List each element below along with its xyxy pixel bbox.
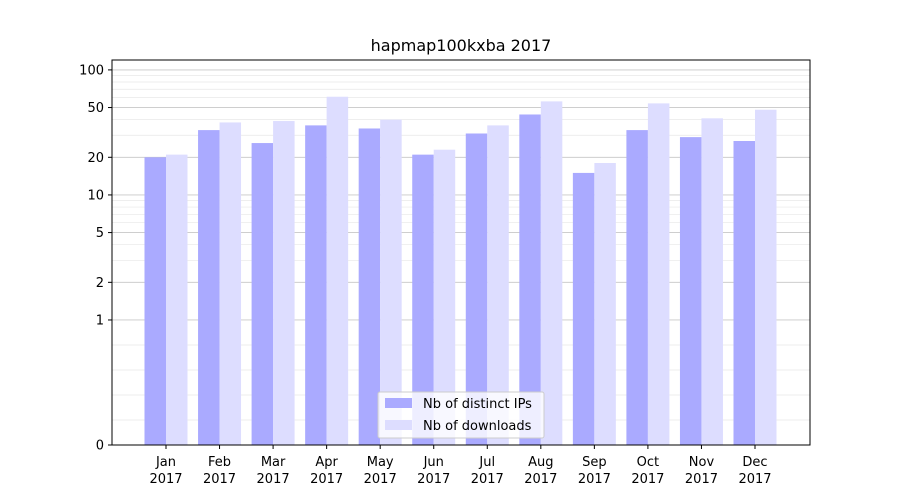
x-axis: Jan 2017 Feb 2017 Mar 2017 Apr 2017 May 2017 Jun 20… xyxy=(149,445,772,487)
x-tick-label: May 2017 xyxy=(364,455,397,487)
bar-distinct-ips xyxy=(305,125,327,445)
plot-frame xyxy=(111,59,811,446)
bar-downloads xyxy=(273,121,295,446)
bar-downloads xyxy=(540,101,563,445)
x-tick-label: Feb 2017 xyxy=(203,455,236,487)
y-tick-label: 1 xyxy=(96,313,104,328)
bar-distinct-ips xyxy=(358,128,381,445)
x-tick-label: Mar 2017 xyxy=(257,455,290,487)
x-tick-label: Dec 2017 xyxy=(738,455,771,487)
bar-distinct-ips xyxy=(679,137,702,445)
bar-downloads xyxy=(219,122,242,445)
bar-downloads xyxy=(487,125,509,445)
y-tick-label: 5 xyxy=(96,226,104,241)
bar-downloads xyxy=(755,109,777,445)
legend-box xyxy=(377,391,545,439)
bar-distinct-ips xyxy=(198,130,220,445)
bar-distinct-ips xyxy=(412,154,434,446)
bar-downloads xyxy=(701,118,723,445)
x-tick-label: Jan 2017 xyxy=(149,455,182,487)
bar-downloads xyxy=(594,163,616,445)
y-tick-label: 100 xyxy=(79,63,104,78)
bar-downloads xyxy=(647,103,670,446)
legend-label-downloads: Nb of downloads xyxy=(423,419,532,434)
bar-distinct-ips xyxy=(465,133,488,445)
x-tick-label: Jul 2017 xyxy=(471,455,504,487)
x-tick-label: Jun 2017 xyxy=(417,455,450,487)
x-tick-label: Sep 2017 xyxy=(578,455,611,487)
bar-distinct-ips xyxy=(519,114,541,445)
bar-distinct-ips xyxy=(626,130,648,445)
bar-distinct-ips xyxy=(251,143,274,445)
chart-title: hapmap100kxba 2017 xyxy=(371,36,552,55)
legend-swatch-downloads xyxy=(385,420,412,430)
legend: Nb of distinct IPs Nb of downloads xyxy=(377,391,545,439)
bars xyxy=(144,96,777,446)
bar-downloads xyxy=(433,149,456,446)
y-tick-label: 0 xyxy=(96,439,104,454)
y-tick-label: 20 xyxy=(87,151,104,166)
x-tick-label: Apr 2017 xyxy=(310,455,343,487)
x-tick-label: Oct 2017 xyxy=(631,455,664,487)
bar-downloads xyxy=(166,154,188,446)
bar-distinct-ips xyxy=(144,157,166,445)
y-tick-label: 10 xyxy=(87,188,104,203)
bar-distinct-ips xyxy=(572,172,595,445)
y-axis: 0 1 2 5 10 20 50 100 xyxy=(79,63,112,454)
bar-downloads xyxy=(380,119,402,446)
legend-label-distinct-ips: Nb of distinct IPs xyxy=(423,397,532,412)
x-tick-label: Nov 2017 xyxy=(685,455,718,487)
bar-distinct-ips xyxy=(733,140,755,445)
x-tick-label: Aug 2017 xyxy=(524,455,557,487)
y-tick-label: 2 xyxy=(96,276,104,291)
legend-swatch-distinct-ips xyxy=(385,398,412,408)
y-tick-label: 50 xyxy=(87,101,104,116)
bar-downloads xyxy=(326,96,349,445)
